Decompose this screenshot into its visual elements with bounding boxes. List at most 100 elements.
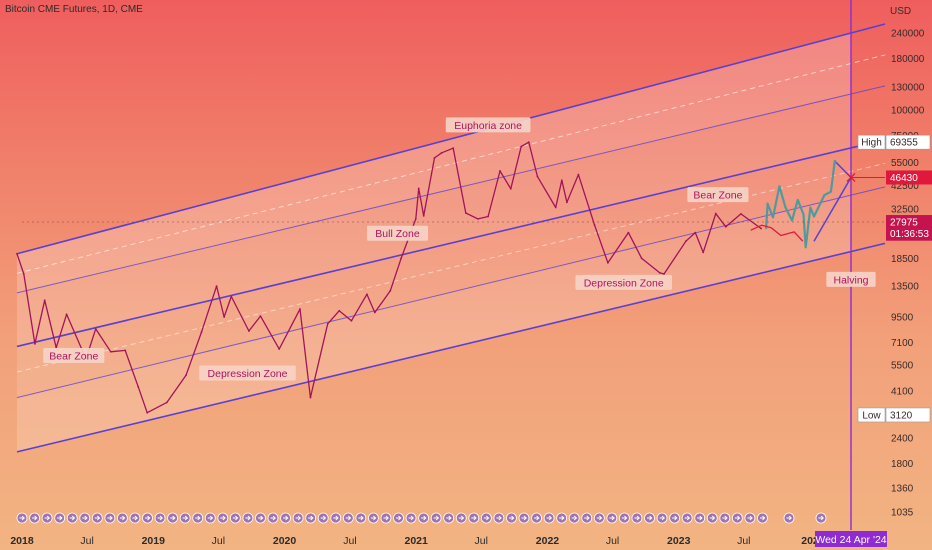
price-point: [702, 251, 705, 254]
event-marker-icon: [117, 512, 128, 524]
x-tick-label: 202: [801, 535, 819, 547]
event-marker-arrow: [283, 515, 289, 521]
price-badge: [886, 215, 932, 230]
price-point: [43, 299, 46, 302]
event-marker-icon: [317, 512, 329, 524]
x-tick-label: 2018: [10, 535, 34, 547]
event-marker-icon: [16, 512, 28, 524]
event-marker-arrow: [534, 515, 540, 521]
price-badge: [886, 170, 932, 185]
price-point: [740, 212, 742, 215]
event-marker-icon: [192, 512, 204, 524]
event-marker-arrow: [483, 515, 490, 521]
halving-date-text: Wed 24 Apr '24: [815, 534, 886, 546]
zone-label-bg: [575, 274, 672, 290]
event-marker-icon: [656, 512, 668, 524]
event-marker-arrow: [697, 515, 703, 521]
price-point: [278, 348, 281, 350]
y-tick-label: 13500: [891, 282, 919, 293]
price-point: [527, 141, 530, 144]
event-marker-arrow: [559, 515, 565, 521]
y-tick-label: 42500: [891, 181, 919, 192]
event-marker-arrow: [94, 515, 101, 521]
zone-label-bg: [445, 117, 531, 133]
event-marker-icon: [506, 512, 517, 524]
price-point: [452, 147, 455, 150]
event-marker-arrow: [245, 515, 251, 521]
halving-date-bg: [815, 531, 888, 547]
y-axis-unit: USD: [890, 6, 911, 17]
event-marker-icon: [593, 512, 605, 524]
event-marker-icon: [355, 512, 367, 524]
event-marker-arrow: [496, 515, 502, 521]
price-point: [829, 190, 832, 193]
event-marker-arrow: [132, 515, 138, 521]
price-label: Low 3120: [857, 407, 931, 423]
y-tick-label: 130000: [891, 82, 925, 93]
price-label-box: [885, 134, 931, 150]
price-point: [464, 212, 467, 214]
y-tick-label: 100000: [891, 105, 925, 116]
price-label-tag-text: Low: [862, 410, 881, 421]
price-point: [65, 313, 68, 316]
event-marker-arrow: [119, 515, 126, 521]
price-point: [791, 219, 793, 222]
event-marker-icon: [217, 512, 229, 524]
event-marker-arrow: [458, 515, 465, 521]
event-marker-icon: [380, 512, 392, 524]
event-marker-icon: [242, 512, 254, 524]
price-point: [760, 227, 762, 230]
price-point: [833, 160, 836, 162]
event-marker-icon: [79, 512, 91, 524]
price-point: [804, 246, 807, 249]
price-point: [414, 217, 417, 220]
channel-line: [16, 186, 886, 399]
zone-label: Euphoria zone: [454, 120, 522, 132]
price-point: [577, 173, 580, 176]
event-marker-icon: [681, 512, 693, 524]
event-marker-arrow: [82, 515, 88, 521]
x-tick-label: Jul: [475, 535, 488, 547]
price-point: [802, 213, 805, 216]
event-marker-icon: [783, 512, 795, 524]
event-marker-icon: [405, 512, 417, 524]
zone-label: Bear Zone: [49, 350, 98, 362]
price-point: [809, 206, 812, 209]
y-tick-label: 4100: [891, 386, 914, 397]
price-point: [34, 342, 36, 345]
price-point: [350, 319, 353, 322]
event-marker-arrow: [433, 515, 440, 521]
event-marker-arrow: [295, 515, 302, 521]
price-point: [487, 215, 490, 218]
event-marker-arrow: [709, 515, 716, 521]
channel-band: [16, 93, 852, 347]
event-marker-arrow: [370, 515, 377, 521]
price-point: [765, 227, 768, 230]
event-marker-arrow: [647, 515, 653, 521]
event-marker-icon: [815, 512, 827, 524]
projection-target-marker: [846, 173, 856, 182]
event-marker-icon: [330, 512, 342, 524]
event-marker-arrow: [546, 515, 553, 521]
zone-label: Depression Zone: [208, 368, 288, 380]
channel-line: [16, 139, 886, 348]
event-marker-arrow: [759, 515, 766, 521]
price-point: [554, 206, 557, 209]
event-marker-arrow: [471, 515, 477, 521]
event-marker-arrow: [747, 515, 753, 521]
event-marker-icon: [669, 512, 680, 524]
price-label-tag-text: High: [861, 138, 882, 149]
zone-label: Bear Zone: [693, 190, 742, 202]
event-marker-arrow: [408, 515, 415, 521]
price-point: [627, 231, 630, 234]
event-marker-arrow: [383, 515, 389, 521]
event-marker-arrow: [818, 515, 824, 521]
event-marker-arrow: [145, 515, 151, 521]
price-point: [520, 145, 523, 148]
event-marker-arrow: [672, 515, 678, 521]
event-marker-arrow: [270, 515, 276, 521]
event-marker-icon: [255, 512, 266, 524]
price-point: [778, 185, 781, 188]
price-point: [16, 252, 18, 255]
